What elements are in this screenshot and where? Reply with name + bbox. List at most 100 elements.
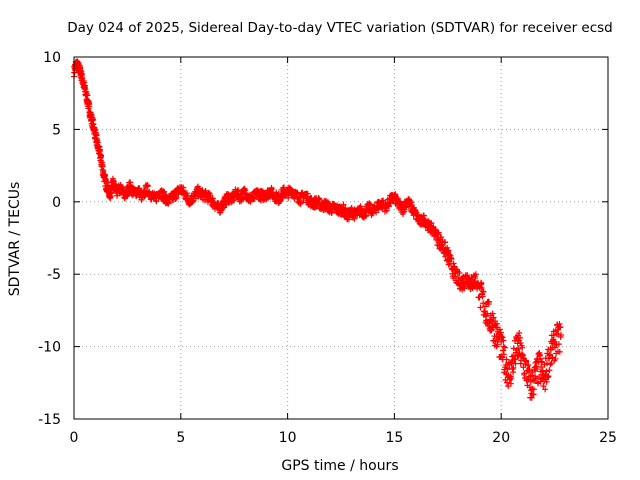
data-point: [459, 275, 466, 282]
data-point: [373, 209, 380, 216]
y-axis-label: SDTVAR / TECUs: [7, 182, 23, 297]
y-tick-label: -10: [38, 340, 61, 356]
data-point: [538, 364, 545, 371]
data-point: [516, 329, 523, 336]
data-point: [507, 380, 514, 387]
data-point: [546, 355, 553, 362]
data-point: [526, 366, 533, 373]
data-point: [532, 359, 539, 366]
data-point: [498, 333, 505, 340]
data-point: [517, 339, 524, 346]
data-point: [484, 310, 491, 317]
data-point: [528, 394, 535, 401]
data-point: [497, 329, 504, 336]
data-point: [86, 103, 93, 110]
data-point: [480, 288, 487, 295]
data-point: [491, 321, 498, 328]
data-point: [545, 373, 552, 380]
data-point: [552, 355, 559, 362]
data-point: [530, 386, 537, 393]
data-point: [153, 198, 160, 205]
data-point: [160, 190, 167, 196]
data-point: [446, 251, 453, 258]
data-point: [408, 199, 415, 206]
data-point: [523, 358, 530, 365]
data-point: [530, 376, 537, 383]
data-point: [483, 317, 490, 324]
x-tick-label: 5: [176, 430, 185, 446]
data-point: [511, 356, 518, 363]
data-point: [512, 360, 519, 367]
data-point: [98, 152, 105, 159]
data-point: [552, 342, 559, 349]
plot-frame: [73, 56, 609, 420]
data-point: [84, 92, 91, 99]
y-tick-label: 0: [52, 195, 61, 211]
data-point: [499, 334, 506, 341]
data-point: [555, 341, 562, 348]
x-axis-label: GPS time / hours: [281, 458, 398, 474]
chart-title: Day 024 of 2025, Sidereal Day-to-day VTE…: [67, 20, 613, 36]
data-point: [367, 201, 374, 208]
data-point: [530, 391, 537, 398]
data-point: [173, 195, 180, 202]
data-point: [297, 200, 304, 207]
data-point: [509, 366, 516, 373]
y-tick-label: -5: [47, 267, 61, 283]
data-point: [230, 197, 237, 204]
data-point: [448, 256, 455, 263]
data-point: [508, 375, 515, 382]
data-point: [534, 366, 541, 373]
x-tick-labels: 0 5 10 15 20 25: [70, 430, 617, 446]
data-point: [464, 272, 471, 279]
data-point: [78, 68, 85, 75]
data-point: [445, 261, 452, 268]
y-tick-labels: -15 -10 -5 0 5 10: [38, 50, 61, 428]
x-tick-label: 20: [492, 430, 510, 446]
data-point: [556, 321, 563, 328]
data-point: [540, 382, 547, 389]
data-point: [165, 200, 172, 207]
data-point: [363, 212, 370, 219]
y-tick-label: 5: [52, 122, 61, 138]
data-point: [345, 216, 352, 223]
data-point: [543, 368, 550, 375]
data-point: [438, 234, 445, 241]
data-point: [443, 257, 450, 264]
data-point: [500, 351, 507, 358]
data-point: [508, 359, 515, 366]
data-point: [496, 326, 503, 333]
data-point: [500, 337, 507, 344]
data-point: [500, 343, 507, 350]
data-point: [479, 293, 486, 300]
y-tick-label: -15: [38, 412, 61, 428]
data-point: [351, 215, 358, 222]
data-point: [102, 176, 109, 183]
data-point: [119, 185, 126, 192]
x-tick-label: 0: [70, 430, 79, 446]
data-point: [549, 354, 556, 361]
data-point: [472, 275, 479, 282]
data-point: [316, 196, 323, 203]
data-point: [428, 220, 435, 227]
data-point: [442, 239, 449, 246]
data-point: [532, 375, 539, 382]
data-point: [556, 348, 563, 355]
data-point: [472, 271, 479, 278]
x-tick-label: 15: [385, 430, 403, 446]
x-tick-label: 10: [279, 430, 297, 446]
data-point: [546, 367, 553, 374]
data-point: [544, 374, 551, 381]
data-point: [478, 284, 485, 291]
data-point: [510, 364, 517, 371]
data-series: [71, 58, 565, 401]
data-point: [512, 349, 519, 356]
data-point: [558, 332, 565, 339]
data-point: [304, 190, 311, 197]
data-point: [161, 188, 168, 195]
data-point: [519, 344, 526, 351]
data-point: [538, 358, 545, 365]
data-point: [234, 187, 241, 194]
